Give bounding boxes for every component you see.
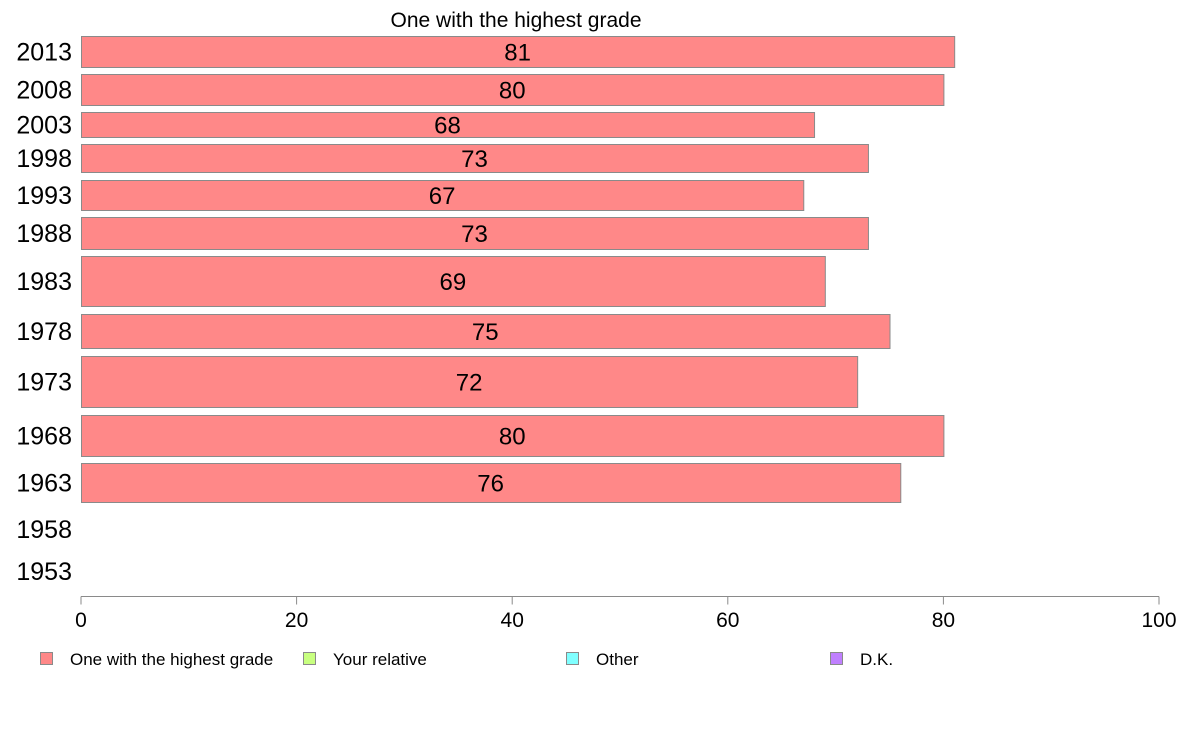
y-tick-label-1973: 1973 <box>16 369 72 397</box>
bar-1968 <box>81 415 945 457</box>
data-label-1963: 76 <box>477 471 504 498</box>
data-label-1983: 69 <box>440 269 467 296</box>
y-tick-label-2008: 2008 <box>16 77 72 105</box>
y-tick-label-1953: 1953 <box>16 558 72 586</box>
legend-label-1: One with the highest grade <box>70 650 273 669</box>
bar-1973 <box>81 356 859 408</box>
y-tick-label-1978: 1978 <box>16 318 72 346</box>
x-tick-label-0: 0 <box>75 609 87 632</box>
y-tick-label-1983: 1983 <box>16 268 72 296</box>
bar-1998 <box>81 144 869 173</box>
y-tick-label-1988: 1988 <box>16 220 72 248</box>
data-label-1988: 73 <box>461 221 488 248</box>
legend-swatch-4 <box>830 652 843 665</box>
chart-title: One with the highest grade <box>391 9 642 32</box>
bar-2013 <box>81 36 956 68</box>
x-tick-label-40: 40 <box>501 609 524 632</box>
x-tick-label-20: 20 <box>285 609 308 632</box>
bar-2008 <box>81 74 945 106</box>
x-axis: 0 20 40 60 80 100 <box>75 596 1177 632</box>
data-label-1978: 75 <box>472 319 499 346</box>
legend-label-3: Other <box>596 650 639 669</box>
y-tick-label-2003: 2003 <box>16 112 72 140</box>
bar-1993 <box>81 180 805 211</box>
x-tick-label-80: 80 <box>932 609 955 632</box>
y-tick-label-1963: 1963 <box>16 470 72 498</box>
bar-1988 <box>81 217 869 250</box>
legend-swatch-3 <box>566 652 579 665</box>
x-tick-label-60: 60 <box>716 609 739 632</box>
legend-label-2: Your relative <box>333 650 427 669</box>
bar-2003 <box>81 112 816 138</box>
bar-1978 <box>81 314 891 349</box>
legend-swatch-1 <box>40 652 53 665</box>
data-label-2003: 68 <box>434 113 461 140</box>
y-tick-label-1968: 1968 <box>16 423 72 451</box>
data-label-1998: 73 <box>461 146 488 173</box>
y-tick-label-2013: 2013 <box>16 39 72 67</box>
y-tick-label-1993: 1993 <box>16 182 72 210</box>
bar-1963 <box>81 463 902 503</box>
bar-1983 <box>81 256 826 307</box>
legend-swatch-2 <box>303 652 316 665</box>
data-label-2008: 80 <box>499 78 526 105</box>
data-label-2013: 81 <box>504 40 531 67</box>
x-tick-label-100: 100 <box>1141 609 1176 632</box>
data-label-1968: 80 <box>499 424 526 451</box>
legend-label-4: D.K. <box>860 650 893 669</box>
y-axis-labels: 2013 2008 2003 1998 1993 1988 1983 1978 1973 1968… <box>16 39 72 587</box>
y-tick-label-1958: 1958 <box>16 516 72 544</box>
data-label-1993: 67 <box>429 183 456 210</box>
y-tick-label-1998: 1998 <box>16 145 72 173</box>
legend: One with the highest grade Your relative O… <box>40 650 893 669</box>
data-label-1973: 72 <box>456 370 483 397</box>
